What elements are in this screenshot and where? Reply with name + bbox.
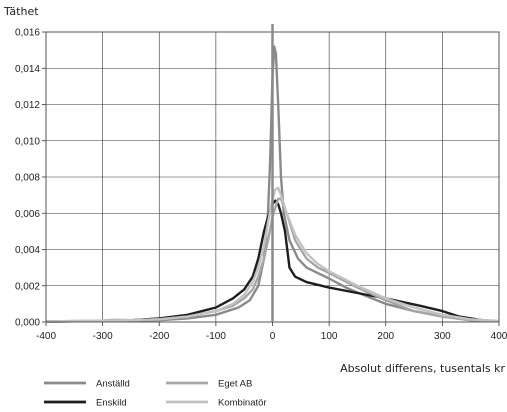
y-tick-label: 0,016 [15, 28, 40, 39]
x-tick-label: 0 [270, 331, 276, 342]
legend-label: Eget AB [218, 379, 252, 390]
legend-label: Anställd [96, 379, 130, 390]
y-tick-label: 0,014 [15, 64, 40, 75]
y-tick-label: 0,002 [15, 281, 40, 292]
y-axis-title: Täthet [3, 5, 39, 18]
y-tick-label: 0,004 [15, 245, 40, 256]
x-tick-label: -300 [93, 331, 113, 342]
x-tick-label: 100 [321, 331, 338, 342]
legend-label: Kombinatör [218, 398, 267, 409]
x-tick-label: -100 [206, 331, 226, 342]
x-axis-title: Absolut differens, tusentals kr [340, 362, 505, 375]
series-lines [45, 45, 500, 323]
x-tick-label: 400 [491, 331, 507, 342]
x-tick-label: -400 [36, 331, 56, 342]
y-tick-label: 0,008 [15, 173, 40, 184]
x-tick-label: 300 [434, 331, 451, 342]
x-ticks: -400 -300 -200 -100 0 100 200 300 400 [36, 322, 507, 342]
legend: Anställd Enskild Eget AB Kombinatör [44, 379, 267, 409]
x-tick-label: -200 [149, 331, 169, 342]
y-ticks: 0,000 0,002 0,004 0,006 0,008 0,010 0,012 0,014… [15, 28, 46, 329]
x-tick-label: 200 [377, 331, 394, 342]
y-tick-label: 0,012 [15, 100, 40, 111]
series-line-1 [45, 45, 500, 323]
y-tick-label: 0,000 [15, 318, 40, 329]
y-tick-label: 0,006 [15, 209, 40, 220]
y-tick-label: 0,010 [15, 136, 40, 147]
legend-label: Enskild [96, 398, 127, 409]
series-line-2 [45, 199, 500, 323]
series-line-4 [45, 186, 500, 323]
